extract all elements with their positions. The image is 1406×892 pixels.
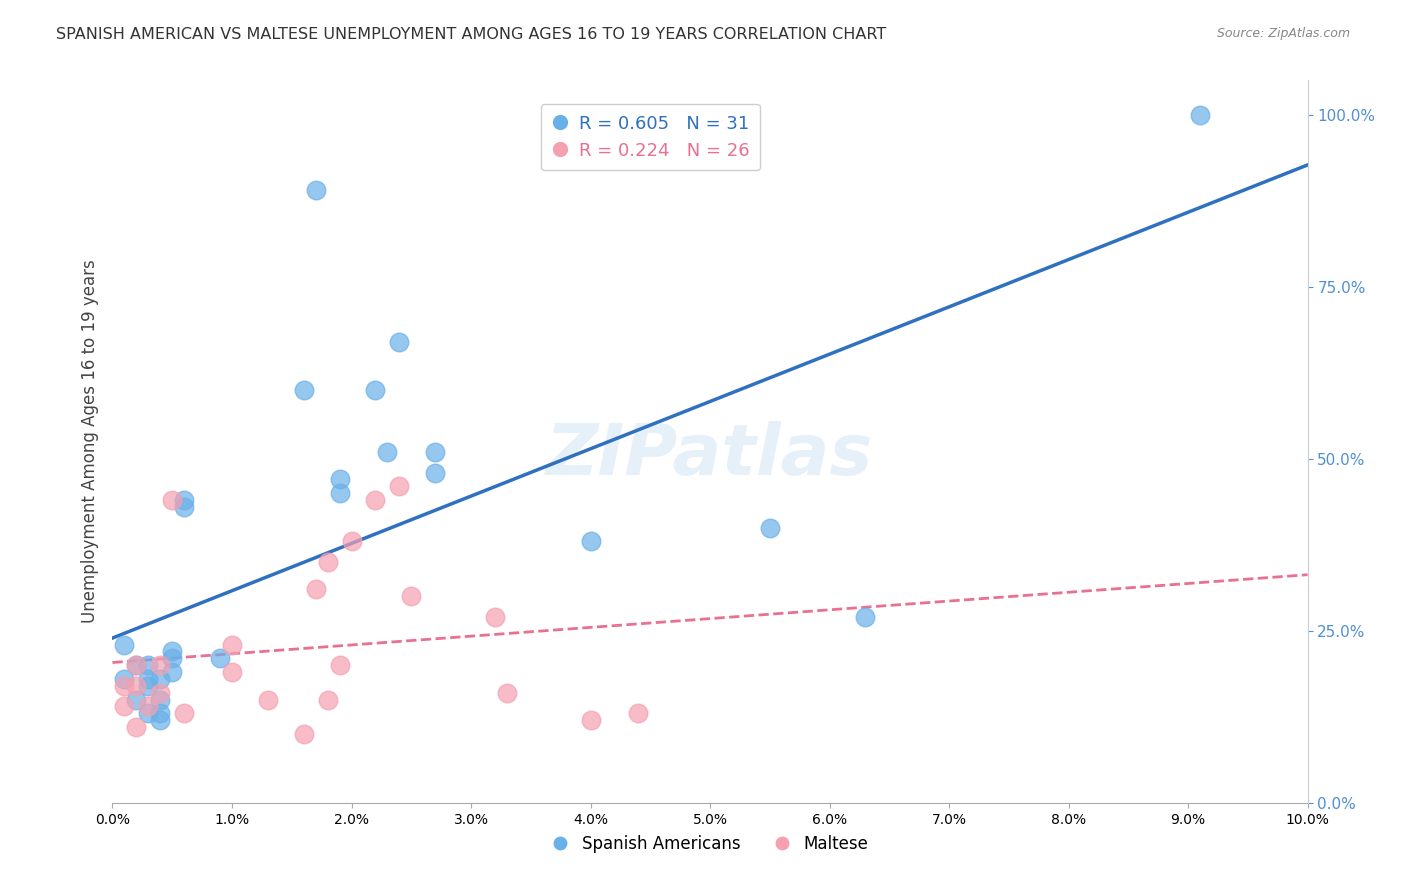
Point: [125, 679, 148, 693]
Point: [855, 610, 877, 624]
Point: [125, 658, 148, 673]
Point: [329, 486, 352, 500]
Point: [138, 672, 160, 686]
Point: [173, 500, 195, 514]
Point: [292, 383, 315, 397]
Point: [364, 383, 387, 397]
Point: [221, 638, 243, 652]
Point: [149, 713, 172, 727]
Point: [257, 692, 280, 706]
Point: [138, 658, 160, 673]
Point: [173, 706, 195, 721]
Point: [114, 679, 135, 693]
Point: [149, 658, 172, 673]
Point: [114, 672, 135, 686]
Point: [149, 686, 172, 700]
Point: [162, 665, 183, 679]
Point: [125, 692, 148, 706]
Point: [125, 658, 148, 673]
Point: [221, 665, 243, 679]
Point: [305, 582, 328, 597]
Point: [579, 534, 602, 549]
Point: [114, 699, 135, 714]
Point: [401, 590, 423, 604]
Point: [316, 692, 339, 706]
Point: [364, 493, 387, 508]
Point: [579, 713, 602, 727]
Text: ZIPatlas: ZIPatlas: [547, 422, 873, 491]
Point: [329, 472, 352, 486]
Point: [329, 658, 352, 673]
Text: Source: ZipAtlas.com: Source: ZipAtlas.com: [1216, 27, 1350, 40]
Point: [162, 493, 183, 508]
Point: [425, 466, 447, 480]
Point: [173, 493, 195, 508]
Point: [292, 727, 315, 741]
Point: [138, 706, 160, 721]
Point: [305, 183, 328, 197]
Point: [388, 479, 411, 493]
Point: [209, 651, 232, 665]
Text: SPANISH AMERICAN VS MALTESE UNEMPLOYMENT AMONG AGES 16 TO 19 YEARS CORRELATION C: SPANISH AMERICAN VS MALTESE UNEMPLOYMENT…: [56, 27, 887, 42]
Point: [149, 672, 172, 686]
Legend: Spanish Americans, Maltese: Spanish Americans, Maltese: [546, 828, 875, 860]
Point: [162, 644, 183, 658]
Point: [377, 445, 399, 459]
Point: [138, 699, 160, 714]
Point: [759, 520, 782, 534]
Point: [340, 534, 363, 549]
Point: [388, 334, 411, 349]
Point: [149, 692, 172, 706]
Point: [627, 706, 650, 721]
Point: [125, 720, 148, 734]
Point: [1189, 108, 1212, 122]
Point: [425, 445, 447, 459]
Y-axis label: Unemployment Among Ages 16 to 19 years: Unemployment Among Ages 16 to 19 years: [80, 260, 98, 624]
Point: [316, 555, 339, 569]
Point: [496, 686, 519, 700]
Point: [484, 610, 506, 624]
Point: [138, 679, 160, 693]
Point: [162, 651, 183, 665]
Point: [149, 706, 172, 721]
Point: [114, 638, 135, 652]
